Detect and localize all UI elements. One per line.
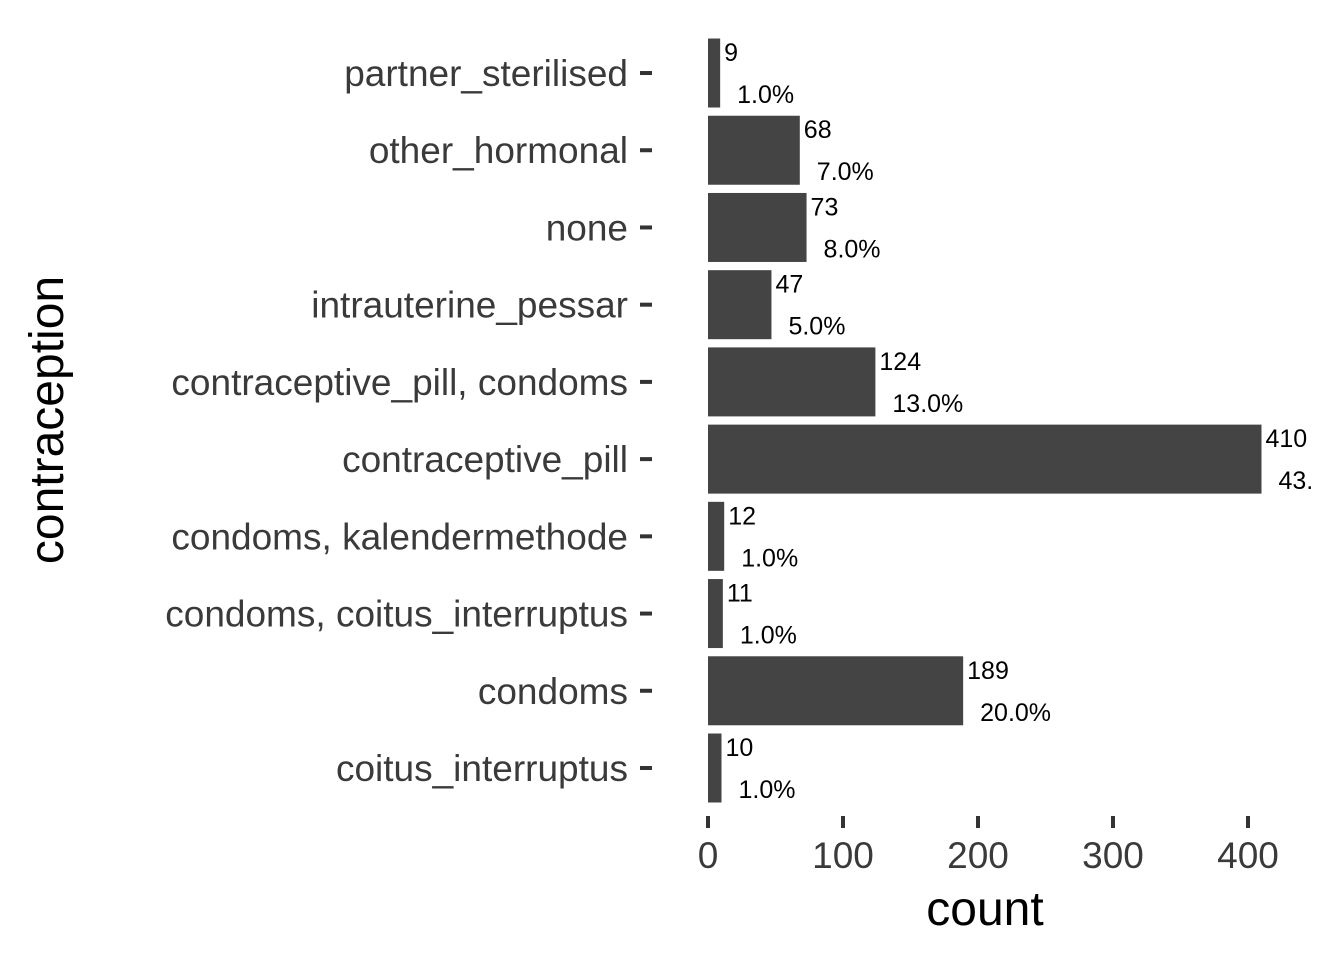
x-axis: 0 100 200 300 400 [698,816,1279,876]
category-label-8: other_hormonal [369,130,628,171]
category-label-4: contraceptive_pill [342,439,628,480]
bars-layer: 10 1.0% 189 20.0% 11 1.0% 12 1.0% 410 43. 124 13.0%… [708,38,1314,804]
x-tick-label-3: 300 [1082,835,1144,876]
percent-label-6: 5.0% [788,313,845,341]
x-tick-label-4: 400 [1217,835,1279,876]
count-label-5: 124 [879,348,921,376]
x-tick-label-0: 0 [698,835,719,876]
count-label-8: 68 [804,116,832,144]
category-label-3: condoms, kalendermethode [171,516,628,557]
bar-2 [708,579,723,649]
x-tick-label-2: 200 [947,835,1009,876]
x-tick-label-1: 100 [812,835,874,876]
y-axis-title: contraception [21,276,74,564]
bar-3 [708,501,725,571]
percent-label-8: 7.0% [817,158,874,186]
percent-label-3: 1.0% [741,544,798,572]
percent-label-4: 43. [1279,467,1314,495]
count-label-7: 73 [811,193,839,221]
category-labels: coitus_interruptus condoms condoms, coitus… [165,53,652,789]
percent-label-1: 20.0% [980,699,1051,727]
category-label-7: none [546,207,628,248]
count-label-2: 11 [727,580,753,608]
percent-label-7: 8.0% [824,235,881,263]
category-label-0: coitus_interruptus [336,748,628,789]
percent-label-0: 1.0% [739,776,796,804]
bar-6 [708,270,772,340]
count-label-4: 410 [1266,425,1308,453]
bar-0 [708,733,722,803]
count-label-6: 47 [775,271,803,299]
category-label-1: condoms [478,671,628,712]
x-axis-title: count [926,883,1043,936]
bar-1 [708,656,964,726]
category-label-5: contraceptive_pill, condoms [171,362,628,403]
count-label-0: 10 [726,734,754,762]
category-label-2: condoms, coitus_interruptus [165,594,628,635]
percent-label-9: 1.0% [737,81,794,109]
count-label-3: 12 [728,502,756,530]
percent-label-5: 13.0% [892,390,963,418]
count-label-1: 189 [967,657,1009,685]
bar-5 [708,347,876,417]
bar-9 [708,38,721,108]
count-label-9: 9 [724,39,738,67]
category-label-6: intrauterine_pessar [311,285,628,326]
bar-8 [708,115,800,185]
bar-7 [708,192,807,262]
bar-4 [708,424,1262,494]
category-label-9: partner_sterilised [344,53,628,94]
percent-label-2: 1.0% [740,622,797,650]
